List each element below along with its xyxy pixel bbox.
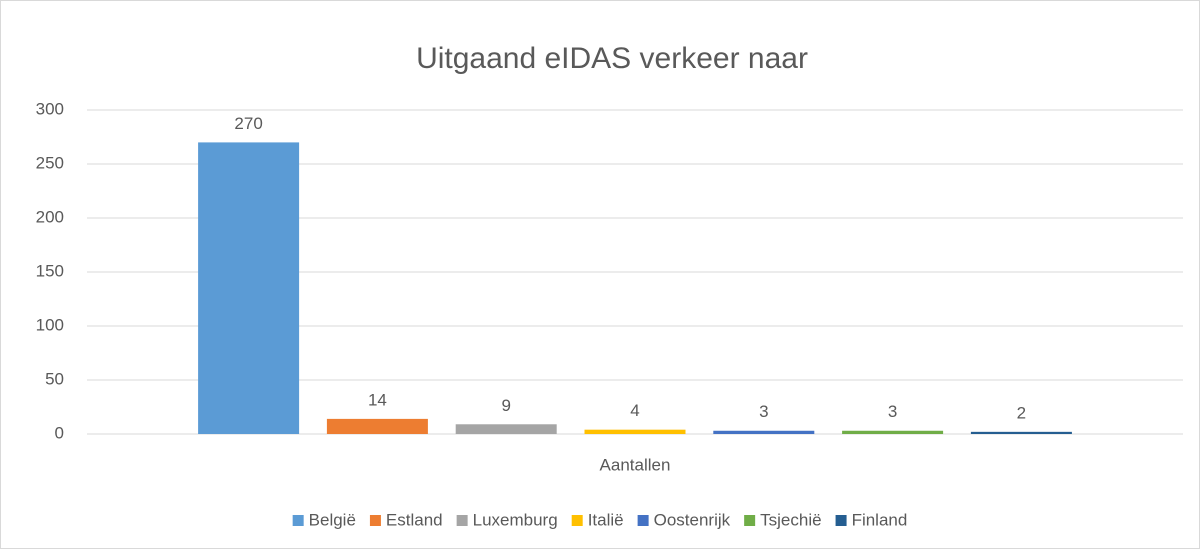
y-tick-label: 100 [36, 315, 64, 334]
y-tick-label: 0 [55, 423, 64, 442]
legend-swatch [292, 515, 304, 526]
data-label: 3 [888, 402, 897, 421]
bar [584, 429, 686, 434]
legend-swatch [835, 515, 847, 526]
legend-label: Oostenrijk [654, 510, 731, 529]
x-tick-label: Aantallen [600, 455, 671, 474]
data-label: 9 [501, 396, 510, 415]
y-tick-label: 200 [36, 207, 64, 226]
data-label: 2 [1017, 403, 1026, 422]
bar [326, 418, 428, 434]
y-tick-label: 150 [36, 261, 64, 280]
bar [970, 431, 1072, 434]
data-label: 3 [759, 402, 768, 421]
legend-swatch [571, 515, 583, 526]
bar [713, 430, 815, 434]
data-label: 14 [368, 390, 387, 409]
legend-swatch [744, 515, 756, 526]
data-label: 4 [630, 401, 639, 420]
data-label: 270 [234, 114, 262, 133]
legend-label: Tsjechië [760, 510, 821, 529]
bar [842, 430, 944, 434]
y-tick-label: 50 [45, 369, 64, 388]
legend-label: Luxemburg [473, 510, 558, 529]
legend-swatch [369, 515, 381, 526]
legend-swatch [637, 515, 649, 526]
legend-swatch [456, 515, 468, 526]
chart-title: Uitgaand eIDAS verkeer naar [416, 42, 808, 75]
legend-label: België [309, 510, 356, 529]
bar [198, 142, 300, 434]
legend-label: Finland [852, 510, 908, 529]
y-tick-label: 300 [36, 99, 64, 118]
legend-label: Estland [386, 510, 443, 529]
bar [455, 424, 557, 434]
legend-label: Italië [588, 510, 624, 529]
y-tick-label: 250 [36, 153, 64, 172]
